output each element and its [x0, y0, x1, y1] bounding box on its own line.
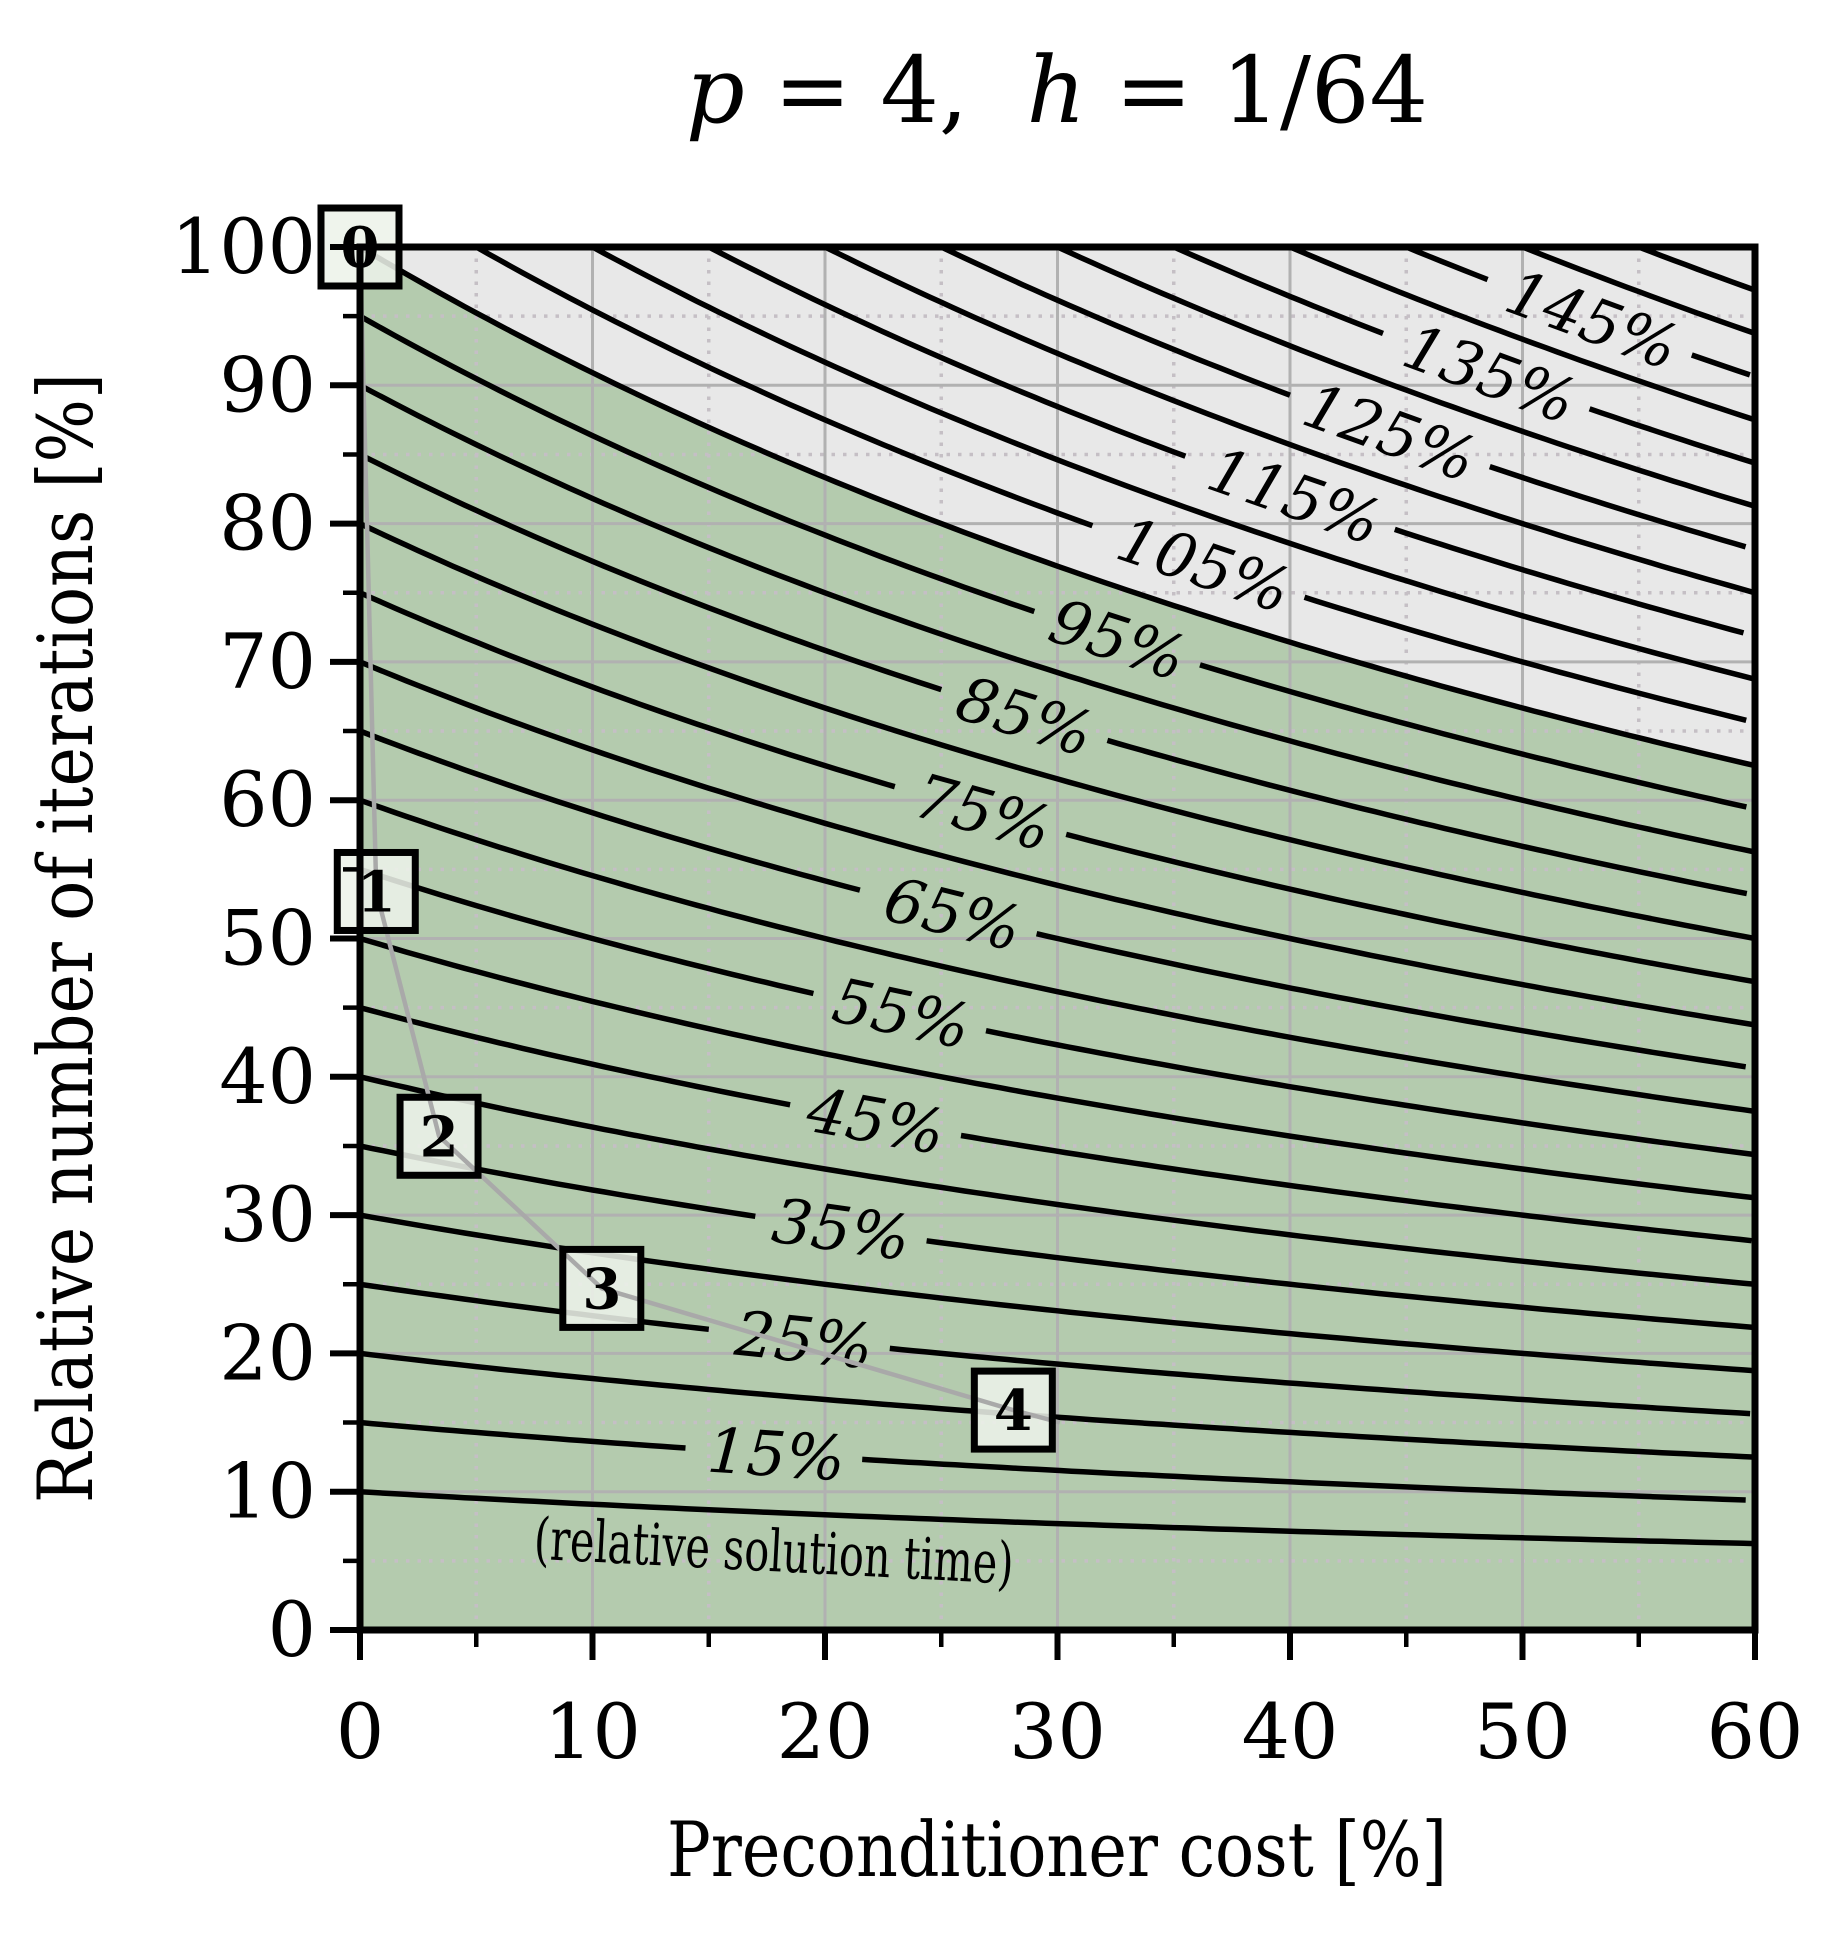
y-tick-label-100: 100 [171, 202, 316, 291]
contour-line-145 [1405, 247, 1489, 283]
contour-line-115 [707, 247, 1187, 459]
x-tick-label-60: 60 [1707, 1687, 1804, 1776]
y-axis-label: Relative number of iterations [%] [21, 373, 110, 1503]
contour-line-45 [360, 1004, 791, 1108]
axis-ticks [330, 244, 1758, 1660]
y-tick-label-90: 90 [219, 340, 316, 429]
title-eq-2: = 1/64 [1086, 37, 1428, 144]
contour-label-25: 25% [731, 1297, 877, 1384]
contour-lines [360, 247, 1755, 1547]
contour-line-55 [985, 1028, 1754, 1158]
title-var-h: h [1027, 37, 1086, 144]
x-axis-label: Preconditioner cost [%] [667, 1805, 1447, 1894]
y-tick-label-70: 70 [219, 617, 316, 706]
y-tick-label-60: 60 [219, 755, 316, 844]
contour-line-120 [823, 247, 1755, 596]
y-tick-label-30: 30 [219, 1170, 316, 1259]
contour-line-155 [1637, 247, 1755, 293]
contour-line-80 [360, 521, 1755, 942]
contour-line-45 [960, 1132, 1752, 1244]
axis-tick-labels: 0 10 20 30 40 50 60 0 10 20 30 40 50 60 70 80 90 100 [171, 202, 1803, 1776]
marker-connector-line [360, 247, 1061, 1425]
contour-line-75 [360, 590, 896, 790]
contour-line-105 [474, 247, 1094, 529]
contour-line-70 [360, 659, 1755, 1028]
contour-line-50 [360, 935, 1755, 1201]
plot-title: p = 4, h = 1/64 [686, 37, 1428, 144]
contour-line-135 [1588, 406, 1754, 465]
contour-line-40 [360, 1074, 1755, 1288]
marker-box-4 [970, 1367, 1056, 1453]
y-tick-label-0: 0 [268, 1585, 316, 1674]
x-tick-label-30: 30 [1009, 1687, 1106, 1776]
contour-line-115 [1393, 526, 1745, 636]
contour-line-15 [862, 1456, 1746, 1503]
contour-line-25 [889, 1345, 1751, 1417]
contour-line-90 [360, 382, 1755, 855]
contour-line-135 [1172, 247, 1384, 336]
title-var-p: p [686, 37, 745, 144]
contour-line-140 [1288, 247, 1755, 423]
contour-line-75 [1065, 831, 1753, 984]
contour-line-105 [1303, 594, 1747, 723]
y-tick-label-10: 10 [219, 1447, 316, 1536]
marker-box-2 [396, 1093, 482, 1179]
contour-line-100 [360, 247, 1755, 769]
marker-label-4: 4 [994, 1378, 1033, 1444]
contour-line-60 [360, 797, 1755, 1115]
marker-box-3 [559, 1245, 645, 1331]
contour-line-150 [1521, 247, 1755, 336]
contour-line-125 [940, 247, 1291, 398]
contour-line-65 [360, 728, 861, 893]
contour-line-95 [1199, 662, 1747, 810]
contour-line-95 [360, 313, 1036, 615]
y-tick-label-80: 80 [219, 479, 316, 568]
y-tick-label-20: 20 [219, 1308, 316, 1397]
contour-line-145 [1690, 352, 1751, 378]
title-eq-1: = 4, [745, 37, 1027, 144]
contour-line-65 [1035, 931, 1747, 1070]
x-tick-label-20: 20 [777, 1687, 874, 1776]
contour-line-110 [591, 247, 1755, 682]
contour-line-85 [360, 452, 943, 693]
x-tick-label-50: 50 [1474, 1687, 1571, 1776]
contour-line-55 [360, 866, 815, 997]
contour-line-85 [1106, 737, 1748, 897]
marker-box-1 [333, 848, 419, 934]
contour-line-15 [360, 1419, 686, 1451]
y-tick-label-50: 50 [219, 894, 316, 983]
contour-label-15: 15% [705, 1414, 847, 1496]
marker-label-2: 2 [420, 1104, 459, 1170]
x-tick-label-40: 40 [1242, 1687, 1339, 1776]
marker-label-3: 3 [582, 1256, 621, 1322]
contour-line-125 [1488, 463, 1747, 550]
x-tick-label-0: 0 [336, 1687, 384, 1776]
marker-connector [360, 247, 1061, 1425]
contour-line-20 [360, 1350, 1755, 1460]
contour-line-10 [360, 1488, 1755, 1547]
contour-line-25 [360, 1281, 710, 1333]
x-tick-label-10: 10 [544, 1687, 641, 1776]
y-tick-label-40: 40 [219, 1032, 316, 1121]
contour-line-35 [926, 1238, 1753, 1330]
contour-line-130 [1056, 247, 1755, 509]
